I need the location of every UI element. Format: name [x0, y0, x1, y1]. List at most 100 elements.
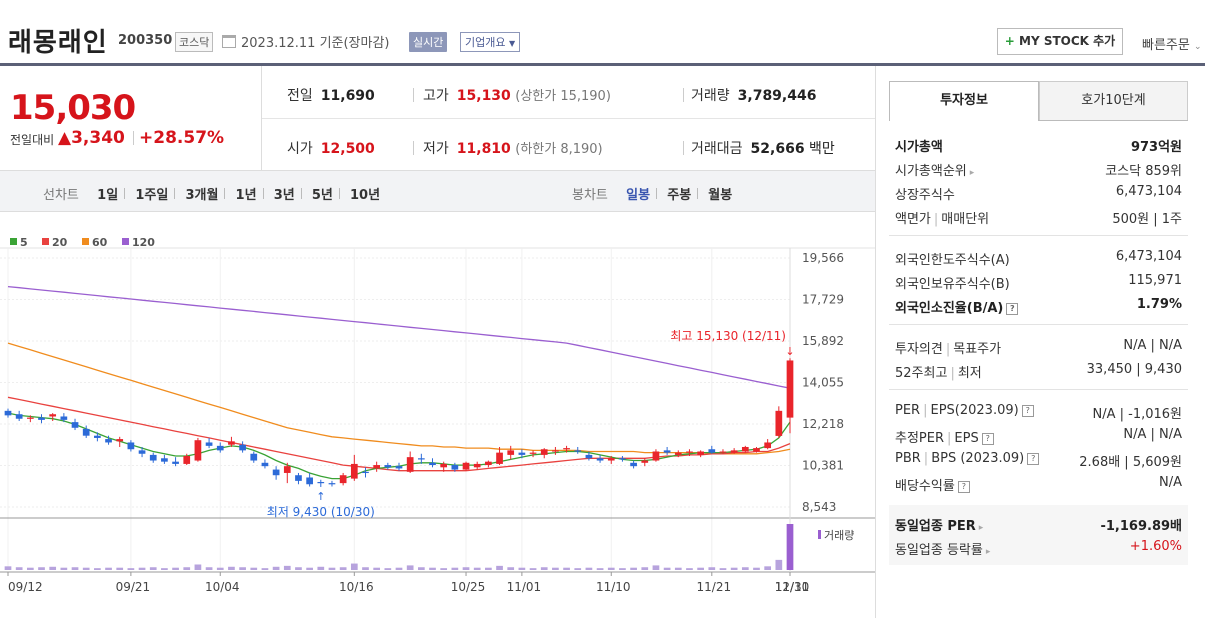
help-icon[interactable]: ? — [957, 481, 970, 493]
est-per-label: 추정PER — [895, 431, 945, 446]
candle-body — [261, 462, 269, 467]
period-3y[interactable]: 3년 — [273, 188, 295, 203]
candle-body — [228, 441, 235, 445]
market-cap-value: 973억원 — [1130, 140, 1182, 155]
stat-label: 저가 — [423, 141, 449, 157]
company-info-label: 기업개요 — [465, 36, 506, 49]
candle-body — [630, 462, 637, 467]
stat-label: 거래량 — [691, 88, 730, 104]
stat-low: 저가 11,810 (하한가 8,190) — [423, 138, 603, 158]
cap-rank-label[interactable]: 시가총액순위 — [895, 164, 967, 179]
candle-body — [485, 461, 492, 466]
volume-bar — [283, 565, 291, 570]
candle-body — [105, 439, 112, 443]
period-monthly[interactable]: 월봉 — [708, 188, 733, 203]
help-icon[interactable]: ? — [1006, 303, 1019, 315]
candle-body — [306, 477, 313, 485]
unit-label: 매매단위 — [941, 212, 990, 227]
help-icon[interactable]: ? — [1021, 405, 1034, 417]
stat-label: 전일 — [287, 88, 313, 104]
period-bar: 선차트 1일 1주일 3개월 1년 3년 5년 10년 봉차트 일봉 주봉 월봉 — [0, 170, 875, 212]
x-tick-label: 11/21 — [697, 580, 732, 594]
help-icon[interactable]: ? — [1027, 453, 1040, 465]
period-5y[interactable]: 5년 — [311, 188, 333, 203]
par-unit-value: 500원 | 1주 — [1112, 212, 1182, 227]
stat-amount: 거래대금 52,666 백만 — [691, 138, 835, 158]
candle-body — [216, 445, 224, 451]
stat-open: 시가 12,500 — [287, 138, 375, 158]
volume-bar — [138, 567, 146, 570]
candle-body — [317, 481, 325, 484]
period-3m[interactable]: 3개월 — [185, 188, 219, 203]
y-tick-label: 19,566 — [802, 251, 844, 265]
dividend-label: 배당수익률 — [895, 479, 955, 494]
low52-label: 최저 — [957, 366, 982, 381]
volume-bar — [641, 567, 649, 570]
realtime-button[interactable]: 실시간 — [409, 32, 448, 52]
volume-bar — [216, 567, 224, 570]
volume-bar — [328, 567, 336, 570]
volume-bar — [496, 565, 503, 570]
legend-swatch — [122, 238, 129, 245]
tab-orderbook[interactable]: 호가10단계 — [1039, 81, 1188, 121]
volume-bar — [317, 566, 325, 570]
ma60-line — [7, 342, 791, 455]
candle-body — [518, 452, 526, 455]
current-price: 15,030 — [10, 88, 136, 128]
stat-volume: 거래량 3,789,446 — [691, 85, 816, 105]
volume-bar — [82, 567, 90, 570]
base-date: 2023.12.11 기준(장마감) — [241, 36, 390, 51]
volume-legend-swatch — [818, 530, 821, 539]
pbr-bps-row: PBR | BPS (2023.09)? 2.68배 | 5,609원 — [895, 451, 1182, 470]
cap-rank-row: 시가총액순위 ▸ 코스닥 859위 — [895, 160, 1182, 180]
volume-bar — [708, 567, 716, 570]
period-daily[interactable]: 일봉 — [626, 188, 651, 203]
candle-body — [161, 458, 168, 462]
company-info-dropdown[interactable]: 기업개요 ▼ — [460, 32, 521, 52]
volume-bar — [753, 567, 760, 570]
foreign-ratio-row: 외국인소진율(B/A)? 1.79% — [895, 297, 1182, 317]
period-1d[interactable]: 1일 — [97, 188, 119, 203]
par-label: 액면가 — [895, 212, 931, 227]
per-eps-row: PER | EPS(2023.09)? N/A | -1,016원 — [895, 403, 1182, 422]
help-icon[interactable]: ? — [981, 433, 994, 445]
legend-swatch — [10, 238, 17, 245]
period-weekly[interactable]: 주봉 — [667, 188, 692, 203]
candle-body — [619, 458, 626, 460]
candle-body — [172, 461, 179, 464]
period-1y[interactable]: 1년 — [235, 188, 257, 203]
stat-label: 시가 — [287, 141, 313, 157]
tab-invest-info[interactable]: 투자정보 — [889, 81, 1039, 121]
quick-order-button[interactable]: 빠른주문 ⌄ — [1142, 34, 1202, 53]
volume-bar — [94, 568, 101, 570]
industry-per-label[interactable]: 동일업종 PER — [895, 519, 976, 534]
candle-body — [462, 462, 470, 470]
panel-divider — [875, 66, 876, 618]
candle-body — [440, 463, 448, 468]
volume-bar — [473, 567, 481, 570]
price-chart[interactable]: 19,566 17,729 15,892 14,055 12,218 10,381 8,54… — [0, 212, 875, 618]
foreign-limit-label: 외국인한도주식수(A) — [895, 253, 1010, 268]
group-divider — [889, 389, 1188, 390]
volume-bar — [462, 567, 470, 570]
add-mystock-button[interactable]: + MY STOCK 추가 — [997, 28, 1123, 55]
shares-value: 6,473,104 — [1115, 184, 1182, 199]
candle-body — [540, 449, 548, 455]
volume-bar — [697, 567, 704, 570]
volume-bar — [205, 567, 213, 570]
ma120-line — [7, 285, 791, 389]
volume-bar — [373, 567, 381, 570]
period-1w[interactable]: 1주일 — [135, 188, 169, 203]
volume-bar — [239, 567, 246, 570]
chevron-down-icon: ⌄ — [1193, 42, 1202, 52]
volume-label: 거래량 — [824, 529, 854, 542]
ma20-line — [7, 396, 791, 472]
legend-label: 5 — [20, 236, 28, 249]
period-10y[interactable]: 10년 — [350, 188, 381, 203]
stat-label: 고가 — [423, 88, 449, 104]
add-mystock-label: MY STOCK 추가 — [1019, 34, 1116, 48]
candle-body — [663, 450, 671, 453]
candle-body — [149, 454, 157, 461]
y-tick-label: 14,055 — [802, 376, 844, 390]
industry-rate-label[interactable]: 동일업종 등락률 — [895, 543, 983, 558]
